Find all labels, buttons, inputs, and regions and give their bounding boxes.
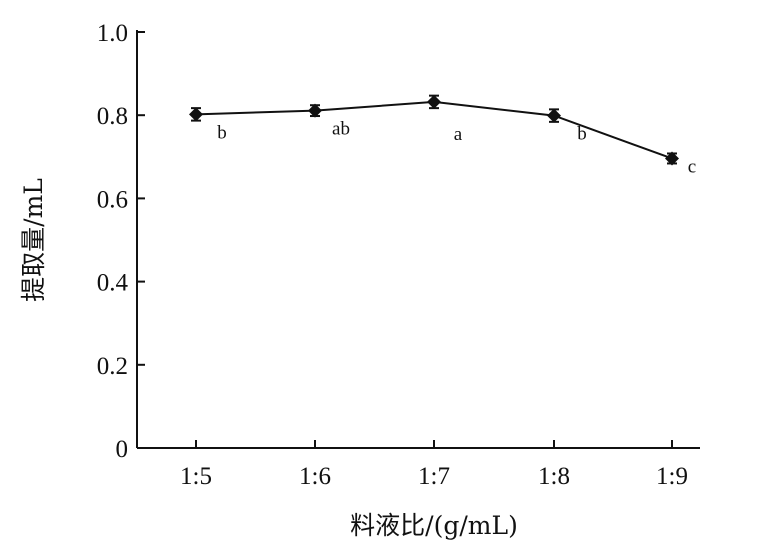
diamond-marker <box>189 107 203 122</box>
series-layer: b ab a bc <box>189 94 696 177</box>
diamond-marker <box>665 151 679 166</box>
y-tick-label: 0.4 <box>97 270 129 297</box>
y-tick-label: 0.8 <box>97 103 128 130</box>
x-axis-title: 料液比/(g/mL) <box>350 511 518 540</box>
x-ticks: 1:5 1:6 1:7 1:8 1:9 <box>180 440 688 490</box>
y-tick-label: 1.0 <box>97 20 128 47</box>
significance-label: b <box>577 124 587 145</box>
x-tick-label: 1:6 <box>299 463 331 490</box>
diamond-marker <box>427 94 441 109</box>
x-tick-label: 1:9 <box>656 463 688 490</box>
data-point <box>308 103 322 118</box>
y-ticks: 0 0.2 0.4 0.6 0.8 1.0 <box>97 20 145 463</box>
series-line <box>195 100 673 160</box>
significance-label: ab <box>332 119 350 140</box>
data-point <box>665 151 679 166</box>
significance-label: b <box>217 122 227 143</box>
axes <box>136 30 700 449</box>
significance-label: c <box>688 156 696 177</box>
data-point <box>547 108 561 123</box>
data-point <box>189 107 203 122</box>
x-tick-label: 1:8 <box>538 463 570 490</box>
y-tick-label: 0.2 <box>97 353 128 380</box>
y-tick-label: 0.6 <box>97 186 128 213</box>
x-tick-label: 1:7 <box>418 463 450 490</box>
diamond-marker <box>547 108 561 123</box>
significance-label: a <box>454 124 463 145</box>
x-tick-label: 1:5 <box>180 463 212 490</box>
data-point <box>427 94 441 110</box>
diamond-marker <box>308 103 322 118</box>
y-tick-label: 0 <box>116 436 129 463</box>
y-axis-title: 提取量/mL <box>19 178 48 302</box>
